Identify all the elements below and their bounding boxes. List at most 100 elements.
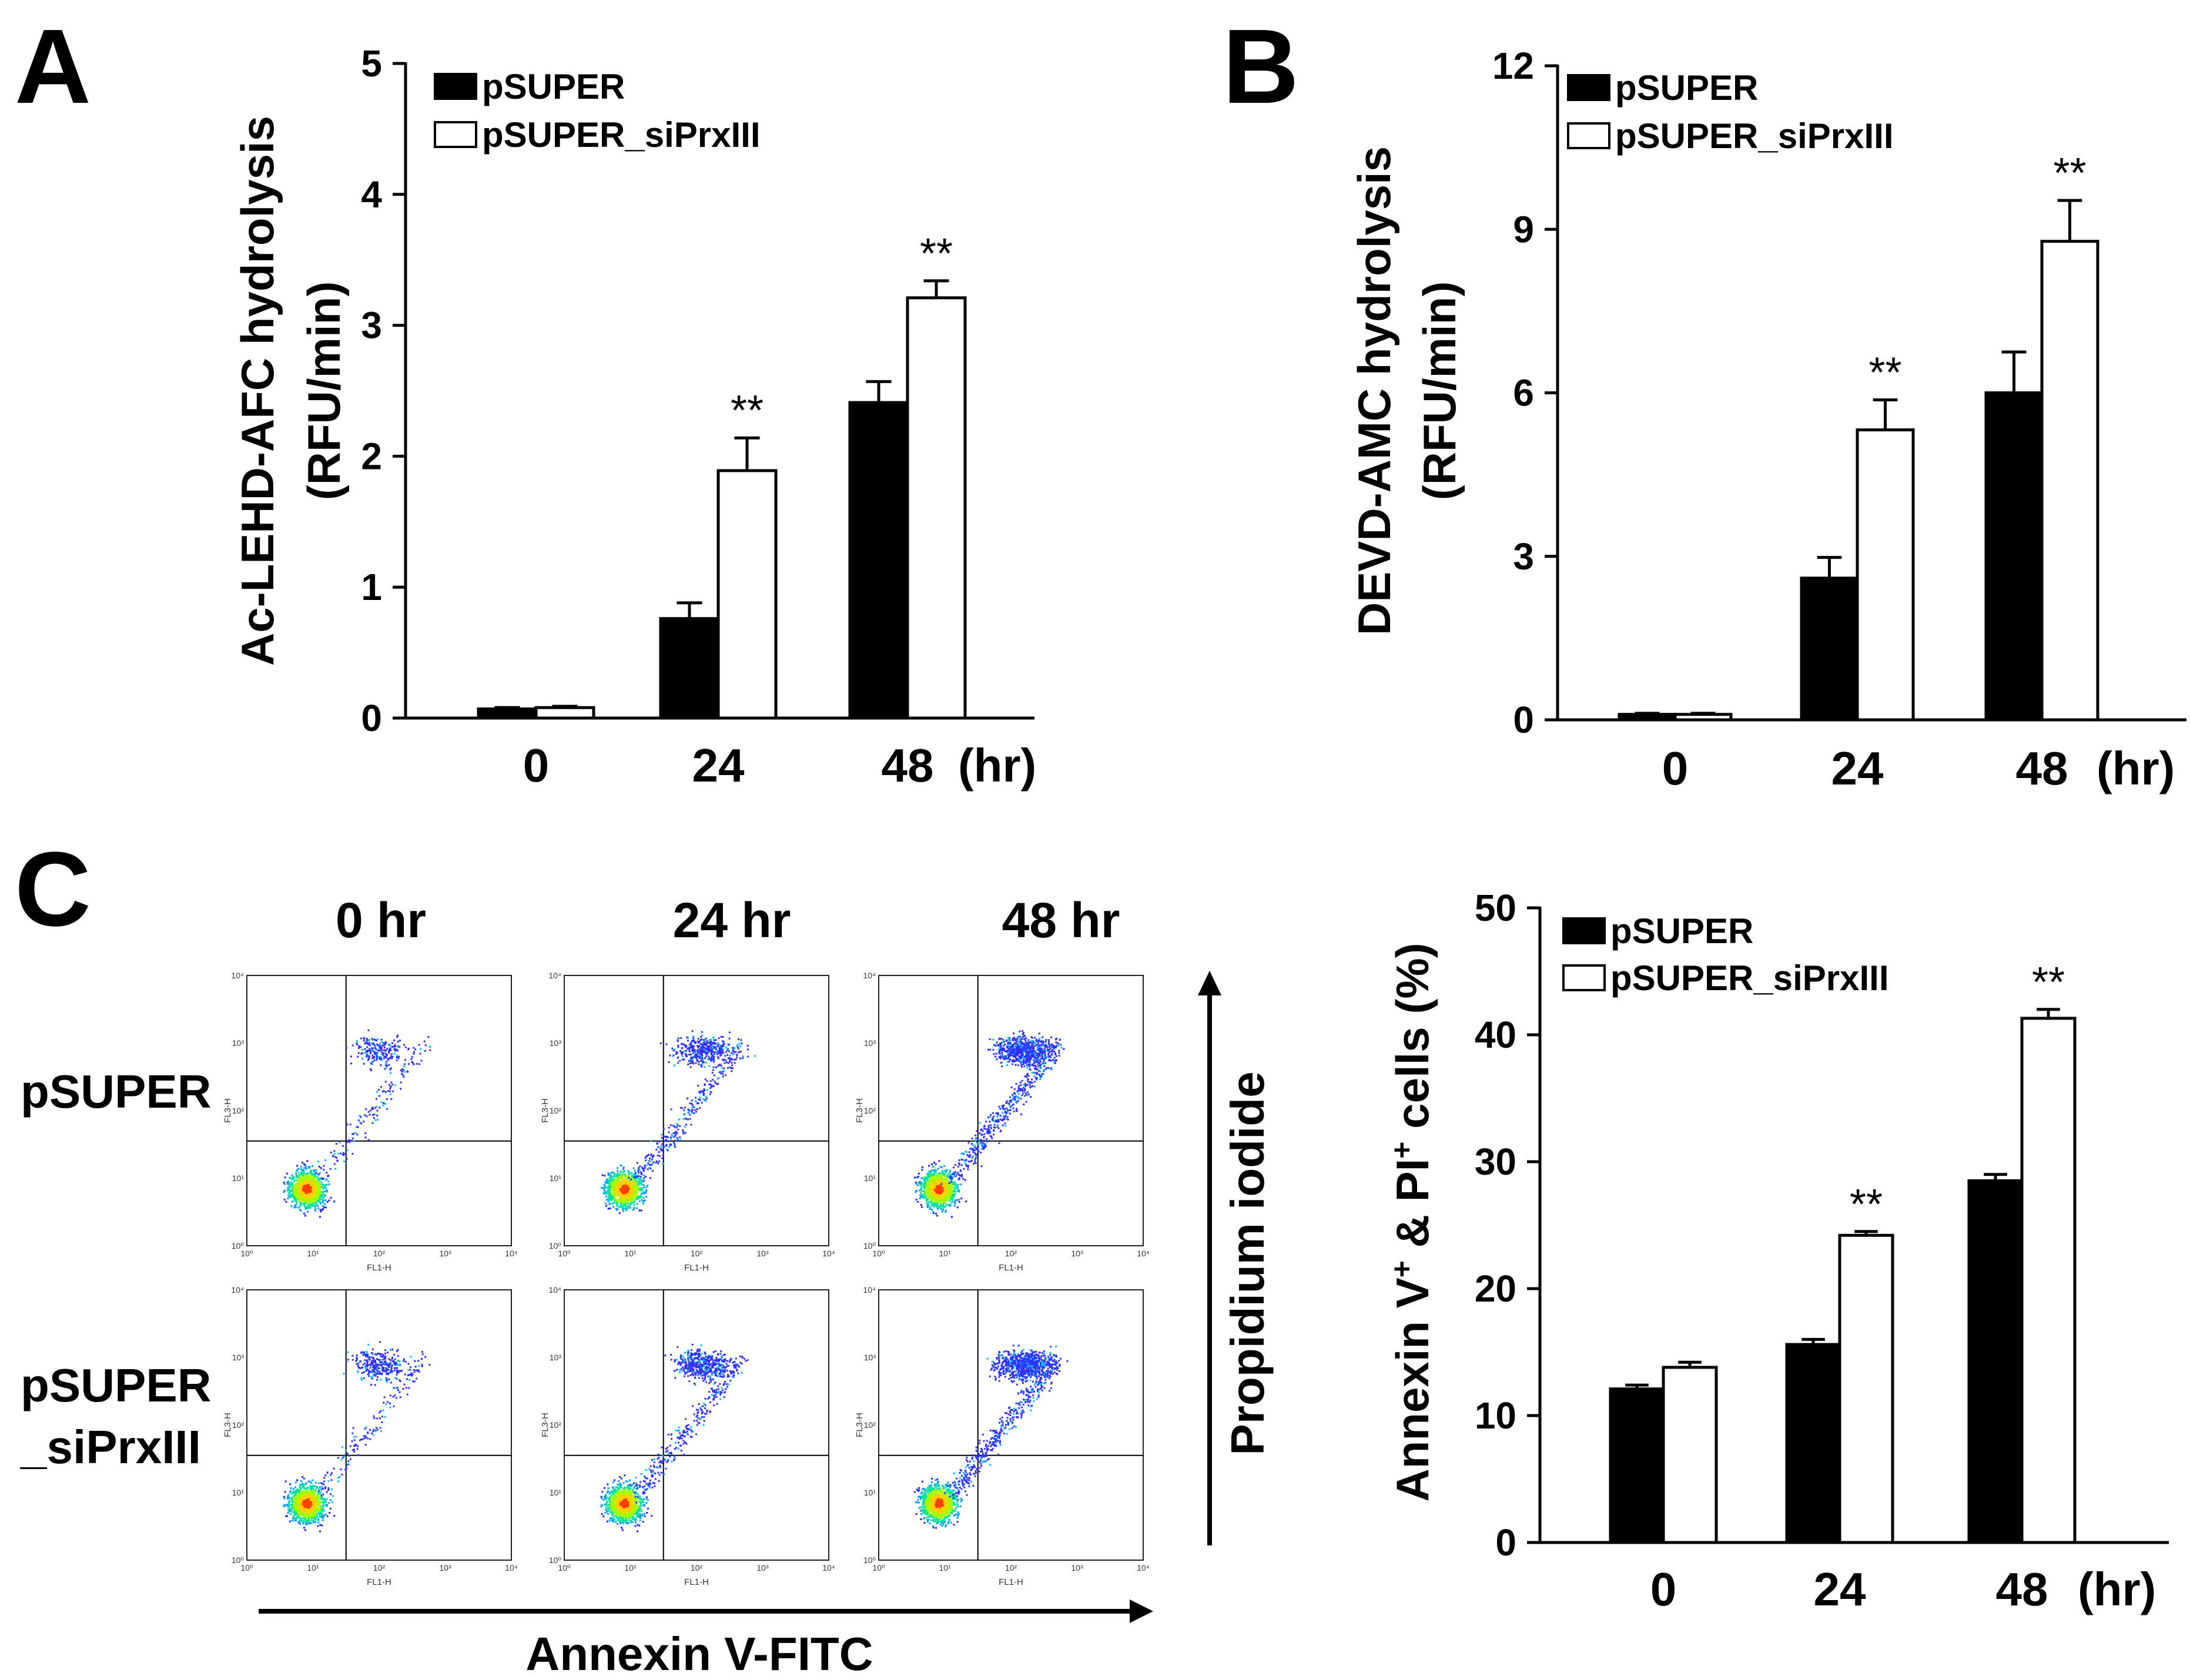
flow-event-dot bbox=[391, 1372, 393, 1374]
flow-event-dot bbox=[635, 1191, 638, 1193]
flow-event-dot bbox=[629, 1190, 632, 1192]
flow-event-dot bbox=[640, 1182, 642, 1184]
flow-event-dot bbox=[317, 1519, 320, 1521]
flow-event-dot bbox=[293, 1195, 296, 1198]
flow-event-dot bbox=[315, 1503, 317, 1505]
flow-event-dot bbox=[627, 1191, 629, 1193]
flow-event-dot bbox=[631, 1175, 634, 1178]
flow-event-dot bbox=[609, 1191, 611, 1193]
flow-event-dot bbox=[368, 1375, 370, 1377]
flow-event-dot bbox=[394, 1358, 396, 1360]
flow-event-dot bbox=[307, 1511, 310, 1514]
flow-event-dot bbox=[295, 1497, 297, 1500]
flow-event-dot bbox=[324, 1486, 327, 1488]
flow-event-dot bbox=[696, 1058, 698, 1061]
flow-event-dot bbox=[384, 1358, 386, 1360]
flow-event-dot bbox=[322, 1501, 324, 1503]
flow-event-dot bbox=[684, 1046, 687, 1048]
flow-event-dot bbox=[304, 1193, 306, 1196]
flow-event-dot bbox=[627, 1205, 629, 1207]
chart-a-ytick-label: 2 bbox=[361, 435, 382, 477]
flow-event-dot bbox=[321, 1483, 323, 1485]
flow-event-dot bbox=[304, 1497, 307, 1499]
flow-event-dot bbox=[299, 1507, 302, 1510]
flow-event-dot bbox=[384, 1068, 386, 1070]
flow-event-dot bbox=[373, 1417, 376, 1420]
flow-event-dot bbox=[285, 1515, 287, 1517]
flow-event-dot bbox=[342, 1145, 344, 1147]
flow-event-dot bbox=[371, 1108, 373, 1110]
flow-event-dot bbox=[615, 1209, 618, 1211]
flow-event-dot bbox=[314, 1202, 317, 1204]
flow-event-dot bbox=[611, 1181, 613, 1183]
flow-event-dot bbox=[306, 1489, 309, 1491]
flow-event-dot bbox=[333, 1467, 335, 1470]
flow-event-dot bbox=[685, 1049, 688, 1052]
flow-event-dot bbox=[312, 1515, 314, 1518]
flow-event-dot bbox=[324, 1185, 326, 1188]
flow-event-dot bbox=[705, 1044, 708, 1047]
flow-event-dot bbox=[360, 1367, 363, 1369]
flow-event-dot bbox=[364, 1359, 366, 1362]
flow-event-dot bbox=[386, 1098, 389, 1100]
flow-event-dot bbox=[311, 1479, 313, 1481]
flow-event-dot bbox=[303, 1510, 306, 1513]
flow-event-dot bbox=[701, 1048, 704, 1051]
flow-event-dot bbox=[308, 1523, 310, 1525]
flow-event-dot bbox=[293, 1514, 296, 1516]
flow-event-dot bbox=[407, 1369, 410, 1372]
flow-event-dot bbox=[353, 1436, 356, 1438]
flow-event-dot bbox=[379, 1341, 381, 1343]
flow-event-dot bbox=[316, 1192, 318, 1194]
flow-event-dot bbox=[684, 1052, 687, 1055]
flow-event-dot bbox=[316, 1516, 318, 1518]
flow-event-dot bbox=[384, 1416, 386, 1418]
flow-event-dot bbox=[298, 1199, 300, 1202]
flow-event-dot bbox=[699, 1056, 701, 1058]
flow-event-dot bbox=[693, 1055, 695, 1058]
chart-c-ytick-label: 30 bbox=[1475, 1141, 1516, 1183]
flow-event-dot bbox=[299, 1197, 302, 1199]
flow-event-dot bbox=[299, 1505, 302, 1507]
flow-event-dot bbox=[364, 1052, 367, 1054]
flow-event-dot bbox=[623, 1188, 625, 1191]
flow-event-dot bbox=[393, 1387, 395, 1389]
flow-event-dot bbox=[299, 1486, 302, 1488]
flow-event-dot bbox=[372, 1370, 374, 1373]
flow-event-dot bbox=[322, 1186, 324, 1189]
flow-event-dot bbox=[374, 1374, 376, 1377]
chart-b-ytick-label: 12 bbox=[1492, 45, 1534, 87]
flow-event-dot bbox=[702, 1061, 705, 1063]
flow-event-dot bbox=[622, 1199, 625, 1202]
chart-c-bar-siprxiii bbox=[1838, 1233, 1894, 1544]
flow-event-dot bbox=[612, 1206, 615, 1208]
flow-event-dot bbox=[299, 1502, 302, 1504]
flow-event-dot bbox=[628, 1179, 630, 1181]
flow-event-dot bbox=[316, 1515, 319, 1517]
flow-event-dot bbox=[413, 1051, 416, 1053]
flow-event-dot bbox=[317, 1197, 319, 1199]
flow-event-dot bbox=[639, 1195, 642, 1198]
flow-event-dot bbox=[316, 1513, 318, 1515]
flow-event-dot bbox=[345, 1449, 347, 1451]
flow-event-dot bbox=[369, 1356, 371, 1358]
flow-y-tick: 10⁰ bbox=[232, 1555, 245, 1565]
chart-b-xtick-label: 0 bbox=[1662, 742, 1689, 794]
flow-event-dot bbox=[356, 1358, 359, 1360]
flow-event-dot bbox=[304, 1181, 306, 1183]
flow-event-dot bbox=[370, 1376, 373, 1379]
flow-event-dot bbox=[635, 1179, 637, 1182]
flow-event-dot bbox=[297, 1522, 300, 1524]
flow-event-dot bbox=[363, 1062, 365, 1065]
flow-event-dot bbox=[314, 1192, 316, 1194]
flow-event-dot bbox=[317, 1525, 319, 1527]
flow-event-dot bbox=[380, 1410, 382, 1412]
flow-event-dot bbox=[303, 1493, 305, 1495]
flow-event-dot bbox=[306, 1176, 308, 1178]
flow-event-dot bbox=[291, 1174, 293, 1176]
flow-event-dot bbox=[710, 1057, 712, 1059]
chart-a-ytick-label: 1 bbox=[361, 566, 382, 608]
flow-event-dot bbox=[614, 1195, 616, 1197]
flow-event-dot bbox=[361, 1379, 363, 1381]
